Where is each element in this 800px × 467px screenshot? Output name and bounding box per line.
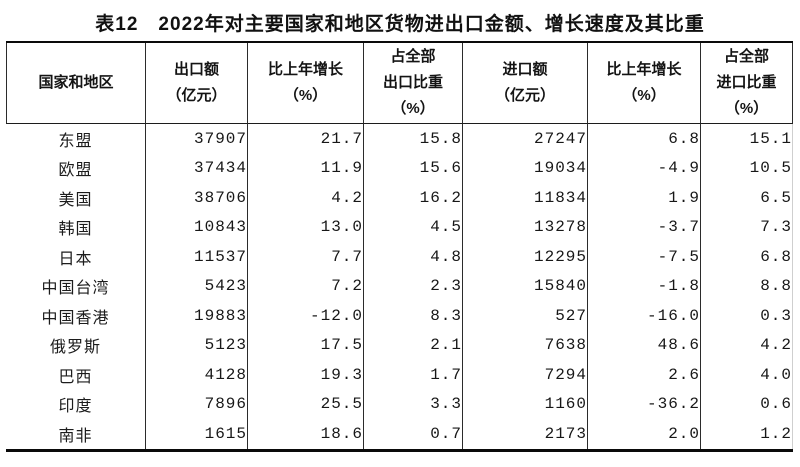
cell-export-amount: 7896 — [145, 389, 247, 419]
cell-import-growth: -7.5 — [587, 242, 700, 272]
header-row: 国家和地区 出口额 （亿元） 比上年增长 （%） 占全部 出口比重 （%） 进口… — [6, 43, 793, 124]
column-header-import-amount: 进口额 （亿元） — [462, 43, 587, 124]
cell-export-growth: 17.5 — [247, 330, 363, 360]
table-title: 表12 2022年对主要国家和地区货物进出口金额、增长速度及其比重 — [95, 14, 705, 35]
cell-import-growth: 2.6 — [587, 360, 700, 390]
table-row: 中国香港 19883 -12.0 8.3 527 -16.0 0.3 — [6, 301, 793, 331]
cell-region: 中国台湾 — [41, 280, 110, 298]
cell-export-amount: 1615 — [145, 419, 247, 449]
cell-export-growth: -12.0 — [247, 301, 363, 331]
cell-import-share: 10.5 — [700, 153, 793, 183]
cell-export-share: 8.3 — [363, 301, 462, 331]
cell-export-share: 1.7 — [363, 360, 462, 390]
column-header-import-growth: 比上年增长 （%） — [587, 43, 700, 124]
cell-region: 美国 — [58, 191, 93, 209]
cell-export-amount: 10843 — [145, 212, 247, 242]
cell-export-growth: 7.7 — [247, 242, 363, 272]
table-row: 欧盟 37434 11.9 15.6 19034 -4.9 10.5 — [6, 153, 793, 183]
cell-region: 东盟 — [58, 132, 93, 150]
table-row: 印度 7896 25.5 3.3 1160 -36.2 0.6 — [6, 389, 793, 419]
column-header-export-amount: 出口额 （亿元） — [145, 43, 247, 124]
cell-export-growth: 4.2 — [247, 183, 363, 213]
cell-import-amount: 15840 — [462, 271, 587, 301]
table-row: 东盟 37907 21.7 15.8 27247 6.8 15.1 — [6, 124, 793, 154]
cell-export-amount: 4128 — [145, 360, 247, 390]
table-row: 中国台湾 5423 7.2 2.3 15840 -1.8 8.8 — [6, 271, 793, 301]
cell-import-growth: 6.8 — [587, 124, 700, 154]
cell-export-share: 4.5 — [363, 212, 462, 242]
cell-region: 欧盟 — [58, 162, 93, 180]
cell-import-share: 8.8 — [700, 271, 793, 301]
cell-export-share: 2.1 — [363, 330, 462, 360]
cell-export-amount: 37907 — [145, 124, 247, 154]
cell-export-share: 16.2 — [363, 183, 462, 213]
cell-export-growth: 11.9 — [247, 153, 363, 183]
table-row: 南非 1615 18.6 0.7 2173 2.0 1.2 — [6, 419, 793, 449]
cell-import-share: 7.3 — [700, 212, 793, 242]
cell-import-amount: 7294 — [462, 360, 587, 390]
cell-import-growth: -3.7 — [587, 212, 700, 242]
cell-import-share: 0.3 — [700, 301, 793, 331]
table-row: 美国 38706 4.2 16.2 11834 1.9 6.5 — [6, 183, 793, 213]
table-row: 巴西 4128 19.3 1.7 7294 2.6 4.0 — [6, 360, 793, 390]
cell-export-growth: 19.3 — [247, 360, 363, 390]
cell-import-amount: 12295 — [462, 242, 587, 272]
cell-import-growth: -16.0 — [587, 301, 700, 331]
cell-export-amount: 38706 — [145, 183, 247, 213]
cell-export-growth: 13.0 — [247, 212, 363, 242]
cell-export-growth: 7.2 — [247, 271, 363, 301]
cell-export-growth: 18.6 — [247, 419, 363, 449]
cell-export-amount: 11537 — [145, 242, 247, 272]
column-header-region: 国家和地区 — [6, 43, 145, 124]
cell-import-amount: 1160 — [462, 389, 587, 419]
cell-import-amount: 27247 — [462, 124, 587, 154]
cell-import-share: 4.2 — [700, 330, 793, 360]
cell-import-share: 6.8 — [700, 242, 793, 272]
table-row: 日本 11537 7.7 4.8 12295 -7.5 6.8 — [6, 242, 793, 272]
cell-export-share: 15.6 — [363, 153, 462, 183]
cell-import-amount: 527 — [462, 301, 587, 331]
cell-export-share: 15.8 — [363, 124, 462, 154]
cell-import-amount: 19034 — [462, 153, 587, 183]
cell-region: 中国香港 — [41, 309, 110, 327]
cell-export-growth: 21.7 — [247, 124, 363, 154]
cell-region: 韩国 — [58, 221, 93, 239]
cell-export-amount: 19883 — [145, 301, 247, 331]
table-row: 韩国 10843 13.0 4.5 13278 -3.7 7.3 — [6, 212, 793, 242]
cell-import-growth: -1.8 — [587, 271, 700, 301]
cell-import-share: 6.5 — [700, 183, 793, 213]
cell-export-amount: 37434 — [145, 153, 247, 183]
cell-export-share: 2.3 — [363, 271, 462, 301]
cell-import-growth: 48.6 — [587, 330, 700, 360]
cell-import-amount: 2173 — [462, 419, 587, 449]
cell-import-share: 4.0 — [700, 360, 793, 390]
cell-import-share: 0.6 — [700, 389, 793, 419]
cell-region: 南非 — [58, 427, 93, 445]
column-header-export-share: 占全部 出口比重 （%） — [363, 43, 462, 124]
cell-import-growth: -36.2 — [587, 389, 700, 419]
cell-import-amount: 7638 — [462, 330, 587, 360]
cell-export-growth: 25.5 — [247, 389, 363, 419]
cell-import-share: 1.2 — [700, 419, 793, 449]
column-header-import-share: 占全部 进口比重 （%） — [700, 43, 793, 124]
cell-export-share: 0.7 — [363, 419, 462, 449]
cell-region: 俄罗斯 — [49, 339, 101, 357]
cell-region: 印度 — [58, 398, 93, 416]
cell-export-share: 3.3 — [363, 389, 462, 419]
cell-region: 巴西 — [58, 368, 93, 386]
cell-import-amount: 11834 — [462, 183, 587, 213]
column-header-export-growth: 比上年增长 （%） — [247, 43, 363, 124]
cell-import-growth: 2.0 — [587, 419, 700, 449]
data-table: 国家和地区 出口额 （亿元） 比上年增长 （%） 占全部 出口比重 （%） 进口… — [6, 41, 793, 452]
cell-import-share: 15.1 — [700, 124, 793, 154]
table-row: 俄罗斯 5123 17.5 2.1 7638 48.6 4.2 — [6, 330, 793, 360]
cell-import-amount: 13278 — [462, 212, 587, 242]
cell-export-amount: 5123 — [145, 330, 247, 360]
cell-export-share: 4.8 — [363, 242, 462, 272]
cell-import-growth: -4.9 — [587, 153, 700, 183]
cell-export-amount: 5423 — [145, 271, 247, 301]
cell-import-growth: 1.9 — [587, 183, 700, 213]
cell-region: 日本 — [58, 250, 93, 268]
